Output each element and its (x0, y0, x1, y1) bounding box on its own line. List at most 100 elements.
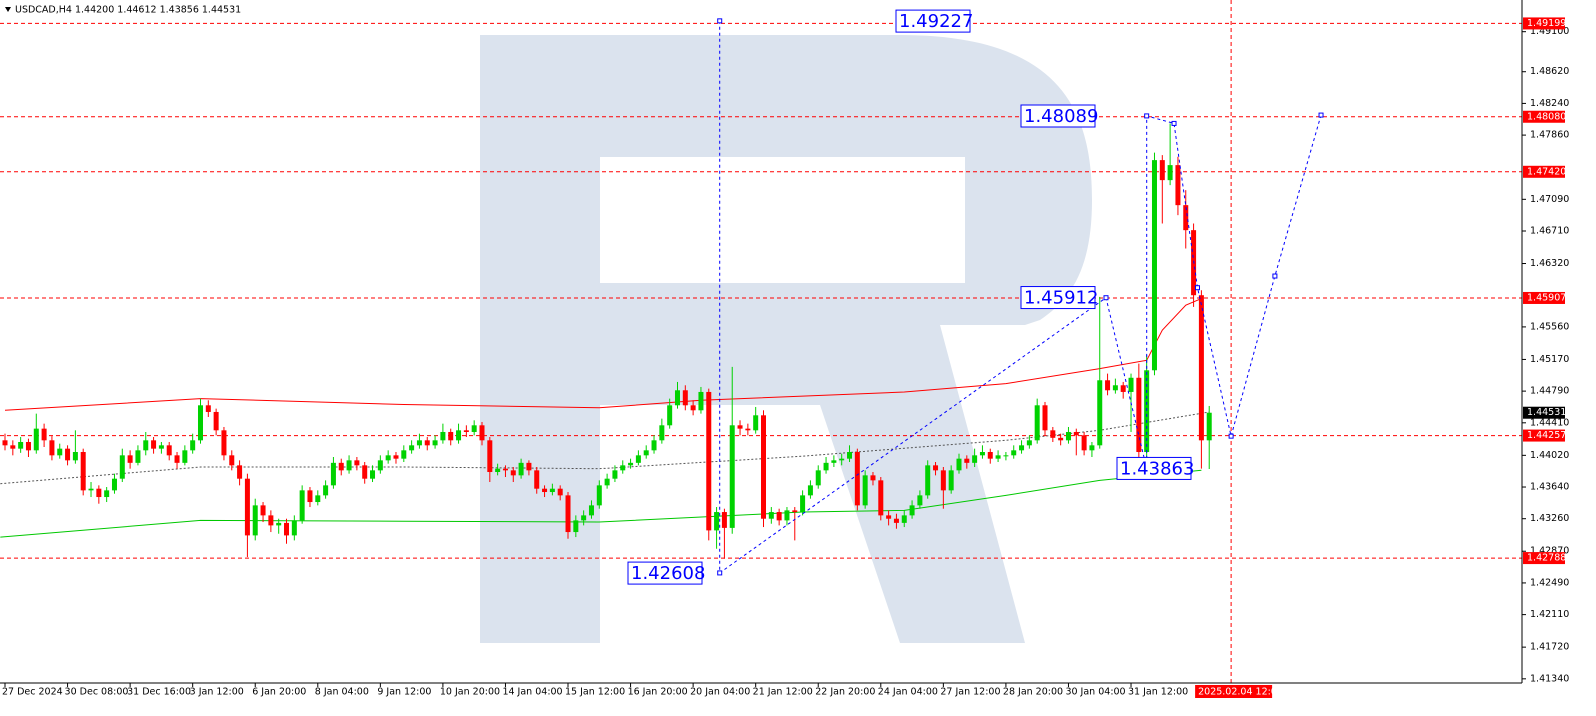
candle-body (1065, 431, 1071, 441)
candle-body (862, 475, 868, 506)
price-box (895, 9, 971, 33)
candle-body (909, 505, 915, 516)
candle-body (714, 512, 720, 531)
candle-body (721, 512, 727, 528)
price-box (1116, 456, 1192, 480)
candle-body (1175, 165, 1181, 206)
candle-body (1198, 295, 1204, 441)
candle-body (776, 512, 782, 521)
price-box-label: 1.42608 (631, 563, 705, 584)
candle-body (643, 450, 649, 456)
candle-body (495, 468, 501, 473)
y-tick-label: 1.46320 (1530, 258, 1569, 269)
forecast-node (1228, 433, 1234, 439)
candle-body (213, 411, 219, 431)
level-label: 1.42788 (1527, 553, 1566, 564)
y-tick-label: 1.44790 (1530, 386, 1569, 397)
candle-body (1183, 205, 1189, 231)
candle-body (1073, 431, 1079, 436)
header: USDCAD,H4 1.44200 1.44612 1.43856 1.4453… (15, 5, 241, 16)
current-price-label: 1.44531 (1527, 407, 1566, 418)
candle-body (761, 415, 767, 519)
x-tick-label: 3 Jan 12:00 (190, 687, 244, 698)
candle-body (276, 522, 282, 526)
candle-body (479, 425, 485, 441)
candle-body (307, 490, 313, 503)
candle-body (440, 431, 446, 441)
candle-body (768, 512, 774, 519)
candle-body (1136, 377, 1142, 452)
candle-body (565, 495, 571, 533)
x-tick-label: 14 Jan 04:00 (502, 687, 562, 698)
candle-body (221, 430, 227, 456)
x-tick-label: 10 Jan 20:00 (440, 687, 500, 698)
candle-body (72, 451, 78, 461)
candle-body (393, 455, 399, 459)
candle-body (229, 455, 235, 466)
level-label: 1.45907 (1527, 292, 1566, 303)
candle-body (972, 455, 978, 463)
candle-body (956, 458, 962, 471)
candle-body (651, 440, 657, 451)
candle-body (1120, 385, 1126, 392)
price-box (627, 561, 703, 585)
candle-body (964, 458, 970, 463)
candle-body (917, 495, 923, 506)
candle-body (706, 391, 712, 531)
candle-body (698, 391, 704, 411)
candle-body (237, 465, 243, 479)
level-label: 1.48080 (1527, 111, 1566, 122)
candle-body (948, 470, 954, 491)
candle-body (377, 460, 383, 471)
candle-body (839, 458, 845, 461)
candle-body (979, 451, 985, 456)
candle-body (502, 468, 508, 471)
price-box-label: 1.49227 (899, 11, 973, 32)
candle-body (182, 450, 188, 463)
y-tick-label: 1.41720 (1530, 642, 1569, 653)
candle-body (1058, 437, 1064, 441)
candle-body (190, 440, 196, 451)
current-price-badge (1523, 406, 1565, 419)
candle-body (667, 405, 673, 426)
x-tick-label: 15 Jan 12:00 (565, 687, 625, 698)
x-tick-label: 31 Jan 12:00 (1128, 687, 1188, 698)
candle-body (346, 460, 352, 471)
candle-body (847, 451, 853, 459)
candle-body (635, 455, 641, 463)
header-marker (5, 7, 11, 12)
candle-body (158, 445, 164, 449)
candle-body (33, 428, 39, 451)
candle-body (526, 462, 532, 471)
candle-body (65, 448, 71, 461)
candle-body (2, 440, 8, 446)
candle-body (143, 440, 149, 451)
candle-body (41, 428, 47, 441)
candle-body (549, 488, 555, 493)
level-badge (1523, 291, 1565, 304)
candle-body (792, 510, 798, 513)
indicator-line (4, 298, 1202, 411)
candle-body (174, 455, 180, 463)
price-box (1020, 104, 1096, 128)
candle-body (424, 440, 430, 446)
candle-body (557, 488, 563, 496)
candle-body (940, 470, 946, 491)
forecast-node (1144, 113, 1150, 119)
price-box-label: 1.48089 (1024, 106, 1098, 127)
candle-body (510, 470, 516, 476)
candle-body (1034, 405, 1040, 441)
candle-body (135, 450, 141, 463)
candle-body (315, 495, 321, 503)
y-tick-label: 1.45170 (1530, 354, 1569, 365)
x-tick-label: 16 Jan 20:00 (628, 687, 688, 698)
candle-body (197, 405, 203, 441)
x-tick-label: 31 Dec 16:00 (127, 687, 191, 698)
candle-body (542, 488, 548, 493)
plot-area: 1.49227 1.48089 1.45912 1.42608 1.43863 (0, 0, 1522, 683)
candle-body (995, 455, 1001, 459)
candle-body (784, 510, 790, 521)
y-tick-label: 1.42490 (1530, 577, 1569, 588)
y-tick-label: 1.43640 (1530, 482, 1569, 493)
candle-body (291, 520, 297, 536)
